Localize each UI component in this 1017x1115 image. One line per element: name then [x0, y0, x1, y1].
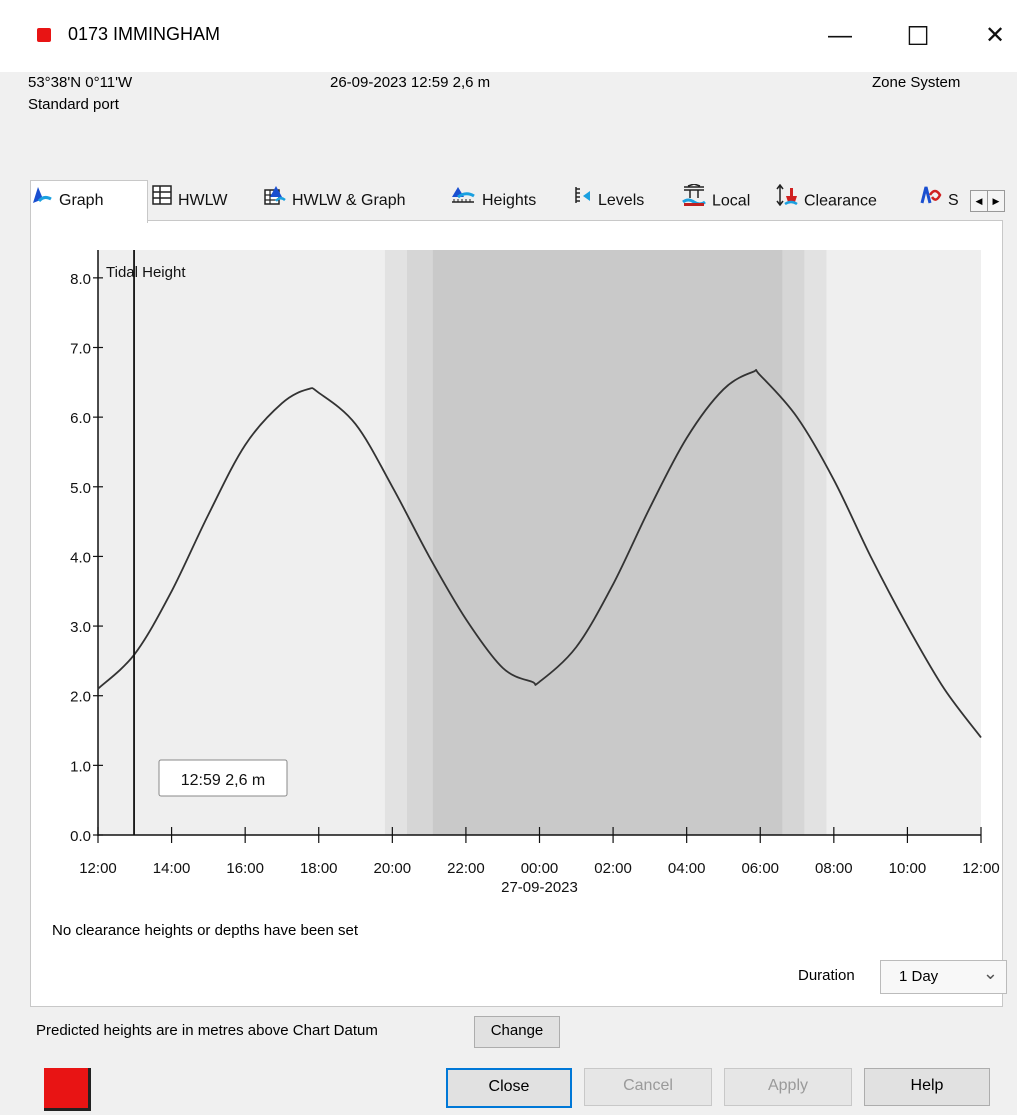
tab-hwlw-graph-label: HWLW & Graph	[292, 192, 406, 210]
stream-icon	[920, 184, 942, 218]
tide-graph-icon	[31, 181, 53, 221]
tab-heights[interactable]: Heights	[450, 184, 536, 218]
datum-note: Predicted heights are in metres above Ch…	[36, 1022, 378, 1039]
levels-icon	[574, 184, 592, 218]
y-tick-label: 1.0	[70, 758, 91, 775]
x-tick-label: 02:00	[594, 860, 632, 877]
x-tick-label: 18:00	[300, 860, 338, 877]
y-tick-label: 3.0	[70, 619, 91, 636]
station-coordinates: 53°38'N 0°11'W	[28, 74, 133, 91]
x-tick-label: 00:00	[521, 860, 559, 877]
chevron-down-icon: ⌄	[982, 963, 998, 983]
x-tick-label: 22:00	[447, 860, 485, 877]
tab-hwlw-graph[interactable]: HWLW & Graph	[264, 184, 406, 218]
tab-levels[interactable]: Levels	[574, 184, 644, 218]
change-datum-button[interactable]: Change	[474, 1016, 560, 1048]
tab-local-label: Local	[712, 192, 751, 210]
tidal-height-curve	[97, 369, 982, 739]
close-button[interactable]: Close	[446, 1068, 572, 1108]
y-tick-label: 0.0	[70, 828, 91, 845]
y-tick-label: 8.0	[70, 271, 91, 288]
duration-label: Duration	[798, 967, 855, 984]
tab-levels-label: Levels	[598, 192, 645, 210]
y-axis-label: Tidal Height	[106, 264, 186, 281]
station-type: Standard port	[28, 96, 119, 113]
current-reading: 26-09-2023 12:59 2,6 m	[330, 74, 491, 91]
x-tick-label: 20:00	[374, 860, 412, 877]
cursor-readout-box	[158, 759, 288, 797]
tab-heights-label: Heights	[482, 192, 537, 210]
y-tick-label: 5.0	[70, 480, 91, 497]
x-tick-label: 14:00	[153, 860, 191, 877]
tab-clearance[interactable]: Clearance	[776, 183, 877, 219]
tab-graph[interactable]: Graph	[30, 180, 148, 223]
tab-local[interactable]: Local	[682, 183, 751, 219]
cancel-button: Cancel	[584, 1068, 712, 1106]
tide-chart[interactable]: 0.0 1.0 2.0 3.0 4.0 5.0 6.0 7.0 8.0 Tidal Height 1…	[31, 230, 1000, 910]
help-button[interactable]: Help	[864, 1068, 990, 1106]
station-color-swatch[interactable]	[44, 1068, 91, 1111]
heights-icon	[450, 184, 476, 218]
clearance-note: No clearance heights or depths have been…	[52, 922, 359, 939]
close-window-button[interactable]: ✕	[984, 22, 1006, 49]
cursor-readout: 12:59 2,6 m	[181, 772, 266, 789]
local-icon	[682, 183, 706, 219]
minimize-button[interactable]: —	[828, 22, 852, 49]
duration-value: 1 Day	[899, 968, 939, 985]
station-color-icon	[37, 28, 51, 42]
night-shade-night	[432, 250, 783, 835]
y-tick-label: 6.0	[70, 410, 91, 427]
tab-hwlw[interactable]: HWLW	[152, 184, 227, 218]
x-tick-label: 06:00	[741, 860, 779, 877]
x-tick-label: 16:00	[226, 860, 264, 877]
title-bar	[0, 0, 1017, 72]
tab-streams-label: S	[948, 192, 959, 210]
clearance-icon	[776, 183, 798, 219]
y-tick-label: 4.0	[70, 549, 91, 566]
tab-streams[interactable]: S	[920, 184, 972, 218]
maximize-button[interactable]: ☐	[906, 21, 930, 51]
x-tick-label: 12:00	[962, 860, 1000, 877]
apply-button: Apply	[724, 1068, 852, 1106]
x-tick-label: 08:00	[815, 860, 853, 877]
x-tick-label: 04:00	[668, 860, 706, 877]
tab-scroll-right-button[interactable]: ▶	[987, 190, 1005, 212]
duration-select[interactable]: 1 Day ⌄	[880, 960, 1007, 994]
window-title: 0173 IMMINGHAM	[68, 24, 221, 44]
table-icon	[152, 184, 172, 218]
y-tick-label: 7.0	[70, 341, 91, 358]
tab-hwlw-label: HWLW	[178, 192, 228, 210]
tab-graph-label: Graph	[59, 192, 104, 210]
tab-scroll-left-button[interactable]: ◀	[970, 190, 988, 212]
x-tick-label: 12:00	[79, 860, 117, 877]
tab-strip: Graph HWLW HWLW & Graph Heights Levels L…	[28, 180, 1003, 223]
table-graph-icon	[264, 184, 286, 218]
y-tick-label: 2.0	[70, 689, 91, 706]
date-label: 27-09-2023	[501, 879, 578, 896]
time-zone: Zone System	[872, 74, 961, 91]
tab-clearance-label: Clearance	[804, 192, 877, 210]
x-tick-label: 10:00	[889, 860, 927, 877]
